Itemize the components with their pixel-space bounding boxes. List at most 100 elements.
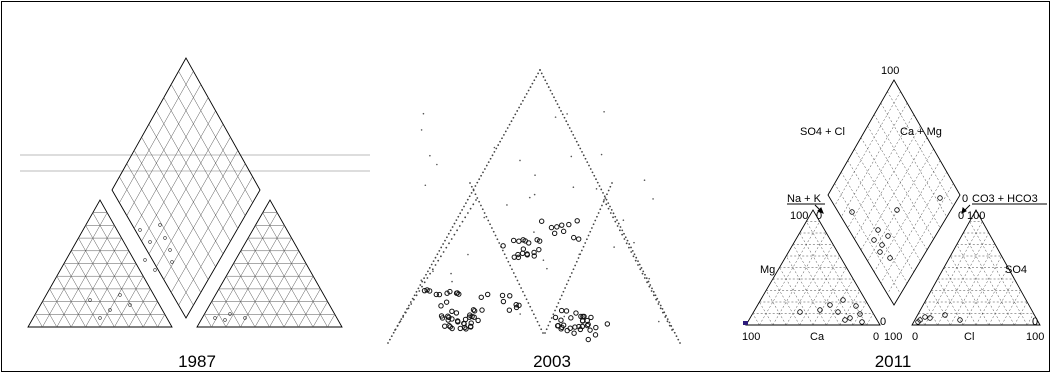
- dotted-frame-dot: [568, 127, 571, 129]
- dotted-frame-dot: [596, 181, 599, 184]
- dotted-frame-dot: [574, 137, 576, 140]
- piper-diagram-2003: [387, 69, 681, 344]
- sample-point: [456, 291, 462, 297]
- dotted-frame-dot: [616, 225, 619, 227]
- dotted-frame-dot: [392, 331, 395, 334]
- scan-lines-1987: [20, 154, 370, 172]
- sample-point: [879, 242, 885, 248]
- dotted-frame-dot: [532, 313, 535, 316]
- dotted-frame-dot: [496, 238, 499, 241]
- dotted-frame-dot: [561, 113, 564, 116]
- tri-right-1987-gridline: [240, 237, 292, 328]
- diamond-1987-gridline: [163, 150, 239, 280]
- year-caption-2011: 2011: [875, 352, 912, 371]
- dotted-frame-dot: [612, 212, 615, 215]
- label-bottom-100c: 100: [1026, 331, 1044, 343]
- label-co3-hco3: CO3 + HCO3: [972, 193, 1038, 205]
- dotted-frame-dot: [657, 303, 660, 305]
- dotted-frame-dot: [449, 229, 452, 232]
- dotted-frame-dot: [436, 253, 439, 256]
- dotted-frame-dot: [584, 242, 587, 244]
- sample-point: [153, 268, 157, 272]
- noise-dot: [595, 188, 598, 190]
- dotted-frame-dot: [448, 242, 450, 245]
- diamond-1987-outline: [111, 57, 261, 319]
- sample-point: [519, 250, 526, 257]
- dotted-frame-dot: [554, 99, 557, 102]
- dotted-frame-dot: [429, 272, 431, 275]
- diamond-1987-gridline: [170, 163, 246, 293]
- dotted-frame-dot: [522, 99, 524, 102]
- dotted-frame-dot: [408, 304, 410, 307]
- sample-point: [98, 316, 102, 320]
- dotted-frame-dot: [540, 328, 543, 331]
- noise-dot: [546, 267, 548, 270]
- dotted-frame-dot: [434, 264, 437, 266]
- noise-dot: [465, 327, 468, 329]
- dotted-frame-dot: [609, 185, 612, 188]
- dotted-frame-dot: [411, 297, 414, 300]
- sample-point: [571, 234, 577, 241]
- sample-point: [223, 318, 227, 322]
- dotted-frame-dot: [423, 277, 425, 280]
- dotted-frame-dot: [512, 116, 515, 119]
- dotted-frame-dot: [591, 227, 593, 229]
- sample-point: [922, 314, 928, 320]
- sample-point: [467, 312, 473, 318]
- sample-point: [426, 288, 433, 294]
- noise-dot: [432, 270, 434, 273]
- dotted-frame-dot: [506, 127, 509, 129]
- tri-right-2011-gridline: [975, 267, 1009, 326]
- dotted-frame-dot: [495, 147, 498, 150]
- dotted-frame-dot: [478, 200, 481, 203]
- dotted-frame-dot: [505, 257, 508, 259]
- dotted-frame-dot: [418, 290, 421, 292]
- dotted-frame-dot: [603, 195, 606, 198]
- diamond-2011-gridline: [840, 171, 908, 284]
- dotted-frame-dot: [520, 287, 522, 289]
- diamond-1987-gridline: [119, 176, 194, 306]
- dotted-frame-dot: [630, 246, 632, 249]
- dotted-frame-dot: [582, 154, 585, 157]
- dotted-frame-dot: [434, 256, 437, 259]
- sample-point: [593, 324, 599, 331]
- dotted-frame-dot: [671, 329, 673, 331]
- dotted-frame-dot: [562, 290, 565, 293]
- dotted-frame-dot: [551, 92, 554, 95]
- label-bottom-0a: 0: [873, 331, 879, 343]
- sample-point: [143, 258, 147, 262]
- dotted-frame-dot: [404, 311, 407, 314]
- noise-dot: [450, 272, 452, 275]
- noise-dot: [420, 279, 423, 282]
- dotted-frame-dot: [600, 188, 603, 191]
- dotted-frame-dot: [540, 72, 543, 75]
- tri-right-1987-gridline: [327, 314, 336, 328]
- tri-right-2011-gridline: [950, 244, 996, 326]
- sample-point: [564, 327, 570, 334]
- sample-point: [588, 314, 594, 321]
- dotted-frame-dot: [640, 267, 643, 269]
- dotted-frame-dot: [612, 216, 614, 219]
- sample-point: [847, 315, 853, 321]
- dotted-frame-dot: [451, 226, 454, 228]
- sample-point: [927, 315, 933, 321]
- dotted-frame-dot: [457, 215, 460, 218]
- noise-dot: [652, 198, 654, 200]
- dotted-frame-dot: [616, 219, 618, 222]
- sample-point: [439, 315, 446, 321]
- sample-point: [827, 302, 833, 308]
- sample-point: [515, 254, 522, 261]
- label-top-100: 100: [881, 65, 899, 77]
- noise-dot: [578, 253, 581, 256]
- dotted-frame-dot: [631, 249, 634, 252]
- dotted-frame-dot: [445, 246, 448, 249]
- dotted-frame-dot: [389, 338, 391, 341]
- dotted-frame-dot: [666, 318, 669, 321]
- dotted-frame-dot: [516, 110, 519, 112]
- dotted-frame-dot: [595, 178, 597, 181]
- sample-point: [438, 303, 444, 309]
- dotted-frame-dot: [557, 302, 560, 304]
- dotted-frame-dot: [415, 294, 418, 297]
- dotted-frame-dot: [598, 185, 601, 187]
- tri-right-1987-gridline: [233, 263, 270, 328]
